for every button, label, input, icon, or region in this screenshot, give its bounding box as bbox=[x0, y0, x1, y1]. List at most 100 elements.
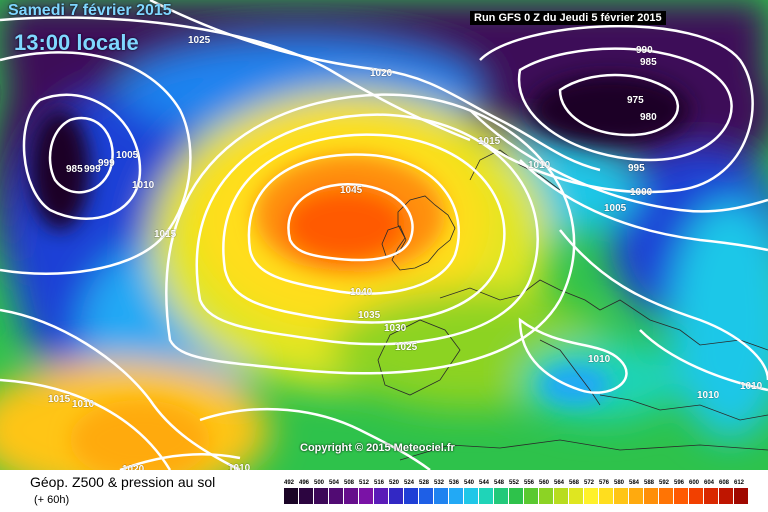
legend-tick-label: 532 bbox=[434, 480, 445, 486]
legend-tick-label: 552 bbox=[509, 480, 520, 486]
legend-tick-label: 504 bbox=[329, 480, 340, 486]
legend-tick-label: 508 bbox=[344, 480, 355, 486]
legend-tick-label: 580 bbox=[614, 480, 625, 486]
isobar-label: 999 bbox=[98, 158, 115, 169]
legend-tick-label: 588 bbox=[644, 480, 655, 486]
isobar-label: 1010 bbox=[228, 463, 251, 470]
forecast-time: 13:00 locale bbox=[14, 30, 139, 55]
legend-swatch bbox=[719, 488, 733, 504]
legend-swatch bbox=[449, 488, 463, 504]
legend-swatch bbox=[674, 488, 688, 504]
legend-swatch bbox=[464, 488, 478, 504]
legend-swatch bbox=[584, 488, 598, 504]
legend-tick-label: 496 bbox=[299, 480, 310, 486]
isobar-label: 1010 bbox=[132, 180, 155, 191]
isobar-label: 1010 bbox=[72, 399, 95, 410]
legend-swatch bbox=[419, 488, 433, 504]
legend-tick-label: 500 bbox=[314, 480, 325, 486]
isobar-label: 975 bbox=[627, 95, 644, 106]
isobar-labels: 1025 1020 990 985 975 980 1015 995 1010 … bbox=[48, 35, 764, 471]
isobar-label: 1035 bbox=[358, 310, 381, 321]
color-legend: 492 496 500 504 508 512 516 520 524 528 532 536 540 5… bbox=[284, 480, 748, 504]
isobar-label: 1040 bbox=[350, 287, 373, 298]
legend-tick-label: 600 bbox=[689, 480, 700, 486]
isobar-label: 985 bbox=[640, 57, 657, 68]
legend-tick-label: 568 bbox=[569, 480, 580, 486]
forecast-date: Samedi 7 février 2015 bbox=[8, 2, 172, 19]
lead-time: (+ 60h) bbox=[34, 494, 70, 506]
legend-swatch bbox=[509, 488, 523, 504]
field-name: Géop. Z500 & pression au sol bbox=[30, 474, 216, 490]
model-run-info: Run GFS 0 Z du Jeudi 5 février 2015 bbox=[470, 11, 666, 25]
legend-swatch bbox=[344, 488, 358, 504]
legend-swatch bbox=[554, 488, 568, 504]
legend-tick-label: 596 bbox=[674, 480, 685, 486]
legend-swatch bbox=[524, 488, 538, 504]
legend-swatch bbox=[734, 488, 748, 504]
isobar-label: 1000 bbox=[630, 187, 653, 198]
legend-tick-label: 536 bbox=[449, 480, 460, 486]
legend-swatch bbox=[629, 488, 643, 504]
legend-tick-label: 608 bbox=[719, 480, 730, 486]
legend-tick-label: 592 bbox=[659, 480, 670, 486]
legend-tick-label: 584 bbox=[629, 480, 640, 486]
isobar-label: 1015 bbox=[478, 136, 501, 147]
isobar-label: 1010 bbox=[740, 381, 763, 392]
legend-tick-label: 612 bbox=[734, 480, 745, 486]
isobar-label: 1045 bbox=[340, 185, 363, 196]
copyright-notice: Copyright © 2015 Meteociel.fr bbox=[300, 442, 455, 454]
legend-tick-label: 572 bbox=[584, 480, 595, 486]
legend-tick-label: 540 bbox=[464, 480, 475, 486]
legend-swatch bbox=[494, 488, 508, 504]
legend-swatch bbox=[689, 488, 703, 504]
isobar-label: 1030 bbox=[384, 323, 407, 334]
isobar-label: 1010 bbox=[697, 390, 720, 401]
legend-swatch bbox=[434, 488, 448, 504]
isobar-label: 999 bbox=[84, 164, 101, 175]
legend-swatch bbox=[404, 488, 418, 504]
isobar-label: 1015 bbox=[48, 394, 71, 405]
legend-swatch bbox=[374, 488, 388, 504]
legend-tick-label: 512 bbox=[359, 480, 370, 486]
isobar-label: 1025 bbox=[395, 342, 418, 353]
legend-swatch bbox=[599, 488, 613, 504]
isobar-label: 1020 bbox=[370, 68, 393, 79]
isobar-label: 1005 bbox=[604, 203, 627, 214]
isobar-label: 1005 bbox=[116, 150, 139, 161]
legend-swatch bbox=[704, 488, 718, 504]
legend-tick-label: 516 bbox=[374, 480, 385, 486]
legend-swatch bbox=[389, 488, 403, 504]
legend-tick-label: 604 bbox=[704, 480, 715, 486]
isobar-label: 1025 bbox=[188, 35, 211, 46]
legend-tick-label: 564 bbox=[554, 480, 565, 486]
legend-tick-label: 524 bbox=[404, 480, 415, 486]
isobar-label: 995 bbox=[628, 163, 645, 174]
isobar-label: 1020 bbox=[122, 464, 145, 470]
legend-swatch bbox=[479, 488, 493, 504]
legend-swatch bbox=[539, 488, 553, 504]
coastlines bbox=[377, 149, 768, 461]
legend-swatch bbox=[299, 488, 313, 504]
weather-map: 1025 1020 990 985 975 980 1015 995 1010 … bbox=[0, 0, 768, 470]
legend-tick-label: 576 bbox=[599, 480, 610, 486]
legend-swatch bbox=[284, 488, 298, 504]
legend-swatch bbox=[314, 488, 328, 504]
legend-swatch bbox=[644, 488, 658, 504]
isobars bbox=[0, 0, 768, 470]
isobar-label: 990 bbox=[636, 45, 653, 56]
map-footer: Géop. Z500 & pression au sol (+ 60h) 492… bbox=[0, 470, 768, 512]
legend-tick-label: 560 bbox=[539, 480, 550, 486]
legend-tick-label: 528 bbox=[419, 480, 430, 486]
legend-tick-label: 492 bbox=[284, 480, 295, 486]
isobar-label: 985 bbox=[66, 164, 83, 175]
legend-swatch bbox=[329, 488, 343, 504]
legend-tick-label: 544 bbox=[479, 480, 490, 486]
isobar-label: 980 bbox=[640, 112, 657, 123]
legend-tick-label: 520 bbox=[389, 480, 400, 486]
isobar-label: 1010 bbox=[588, 354, 611, 365]
legend-tick-label: 548 bbox=[494, 480, 505, 486]
legend-tick-label: 556 bbox=[524, 480, 535, 486]
isobar-label: 1015 bbox=[154, 229, 177, 240]
legend-swatch bbox=[614, 488, 628, 504]
legend-swatch bbox=[659, 488, 673, 504]
